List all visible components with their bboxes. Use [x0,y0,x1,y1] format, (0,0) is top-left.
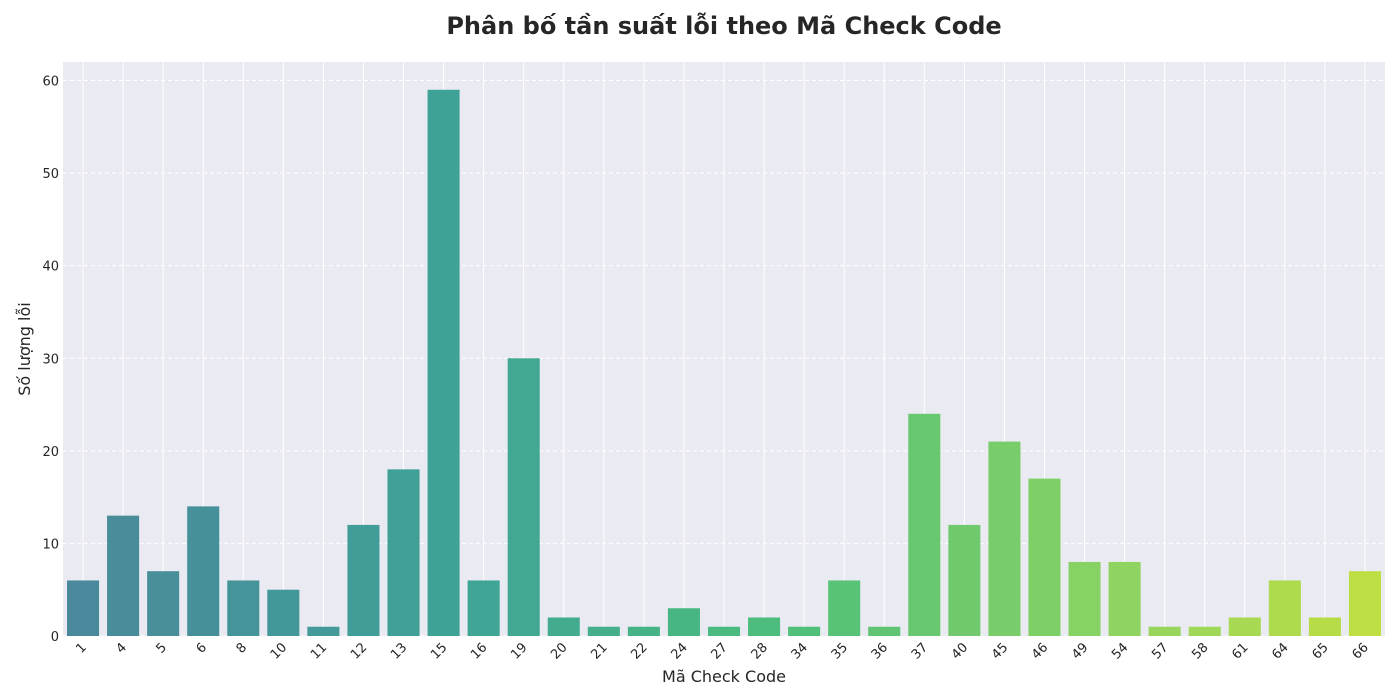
x-tick-label: 66 [1349,640,1371,662]
bar-21 [587,626,620,636]
bar-6 [187,506,220,636]
bar-28 [748,617,781,636]
bars-layer [67,89,1381,637]
x-tick-label: 61 [1229,640,1251,662]
x-tick-label: 40 [949,640,971,662]
bar-66 [1348,571,1381,636]
x-tick-label: 22 [628,640,650,662]
bar-8 [227,580,260,636]
x-tick-label: 49 [1069,640,1091,662]
bar-64 [1268,580,1301,636]
x-tick-label: 13 [388,640,410,662]
y-tick-label: 60 [42,75,59,90]
bar-65 [1308,617,1341,636]
x-tick-label: 20 [548,640,570,662]
x-tick-label: 58 [1189,640,1211,662]
bar-36 [868,626,901,636]
bar-13 [387,469,420,636]
y-tick-label: 10 [42,537,59,552]
x-tick-label: 24 [668,640,690,662]
bar-45 [988,441,1021,636]
y-tick-label: 20 [42,445,59,460]
y-axis-label: Số lượng lỗi [15,302,34,395]
x-tick-label: 37 [909,640,931,662]
x-tick-label: 46 [1029,640,1051,662]
bar-35 [828,580,861,636]
bar-24 [667,608,700,636]
bar-37 [908,413,941,636]
bar-46 [1028,478,1061,636]
bar-5 [147,571,180,636]
x-tick-label: 35 [829,640,851,662]
bar-58 [1188,626,1221,636]
x-tick-label: 4 [113,640,129,656]
bar-49 [1068,561,1101,636]
x-tick-label: 11 [308,640,330,662]
x-tick-label: 21 [588,640,610,662]
y-tick-label: 0 [51,630,59,645]
bar-16 [467,580,500,636]
x-tick-label: 6 [194,640,210,656]
x-tick-label: 57 [1149,640,1171,662]
bar-22 [627,626,660,636]
x-tick-label: 27 [709,640,731,662]
y-tick-label: 30 [42,352,59,367]
bar-1 [67,580,100,636]
x-tick-label: 16 [468,640,490,662]
x-tick-label: 54 [1109,640,1131,662]
bar-40 [948,524,981,636]
x-tick-labels: 1 4 5 6 8 10 11 12 13 15 16 19 20 21 22 24 27 28 34 35 36 37 4… [73,640,1371,662]
bar-10 [267,589,300,636]
x-tick-label: 5 [154,640,170,656]
x-tick-label: 34 [789,640,811,662]
bar-15 [427,89,460,637]
bar-57 [1148,626,1181,636]
y-tick-label: 50 [42,167,59,182]
x-tick-label: 8 [234,640,250,656]
x-tick-label: 1 [73,640,89,656]
x-tick-label: 15 [428,640,450,662]
bar-11 [307,626,340,636]
y-tick-label: 40 [42,260,59,275]
y-tick-labels: 0 10 20 30 40 50 60 [42,75,59,645]
bar-34 [788,626,821,636]
x-tick-label: 19 [508,640,530,662]
bar-61 [1228,617,1261,636]
bar-19 [507,358,540,636]
bar-12 [347,524,380,636]
chart-title: Phân bố tần suất lỗi theo Mã Check Code [446,11,1001,40]
x-tick-label: 12 [348,640,370,662]
bar-20 [547,617,580,636]
x-axis-label: Mã Check Code [662,667,786,686]
x-tick-label: 65 [1309,640,1331,662]
bar-4 [107,515,140,636]
bar-27 [707,626,741,636]
x-tick-label: 64 [1269,640,1291,662]
x-tick-label: 28 [749,640,771,662]
x-tick-label: 45 [989,640,1011,662]
x-tick-label: 10 [268,640,290,662]
bar-54 [1108,561,1141,636]
x-tick-label: 36 [869,640,891,662]
